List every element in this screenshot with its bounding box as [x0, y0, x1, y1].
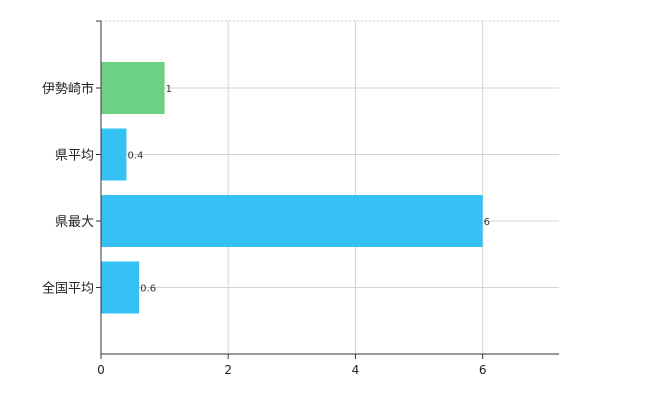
bar: [101, 62, 165, 114]
bar: [101, 261, 140, 314]
category-label: 県平均: [55, 149, 94, 164]
data-label: 6: [484, 217, 490, 228]
x-tick-label: 4: [352, 363, 360, 377]
category-label: 県最大: [55, 215, 94, 230]
grid-layer: [101, 20, 559, 354]
bar: [101, 128, 127, 181]
category-label: 伊勢崎市: [42, 81, 94, 97]
category-label: 全国平均: [42, 281, 94, 297]
data-label: 0.6: [140, 284, 156, 295]
x-tick-label: 6: [479, 363, 487, 377]
labels-layer: 1 伊勢崎市 0.4 県平均 6 県最大 0.6 全国平均 0 2 4 6: [42, 20, 490, 377]
x-tick-label: 0: [97, 363, 105, 377]
bars-layer: [101, 62, 483, 314]
data-label: 0.4: [127, 151, 143, 162]
data-label: 1: [166, 84, 172, 95]
x-tick-label: 2: [224, 363, 232, 377]
bar: [101, 195, 483, 247]
axes-layer: [100, 21, 559, 355]
